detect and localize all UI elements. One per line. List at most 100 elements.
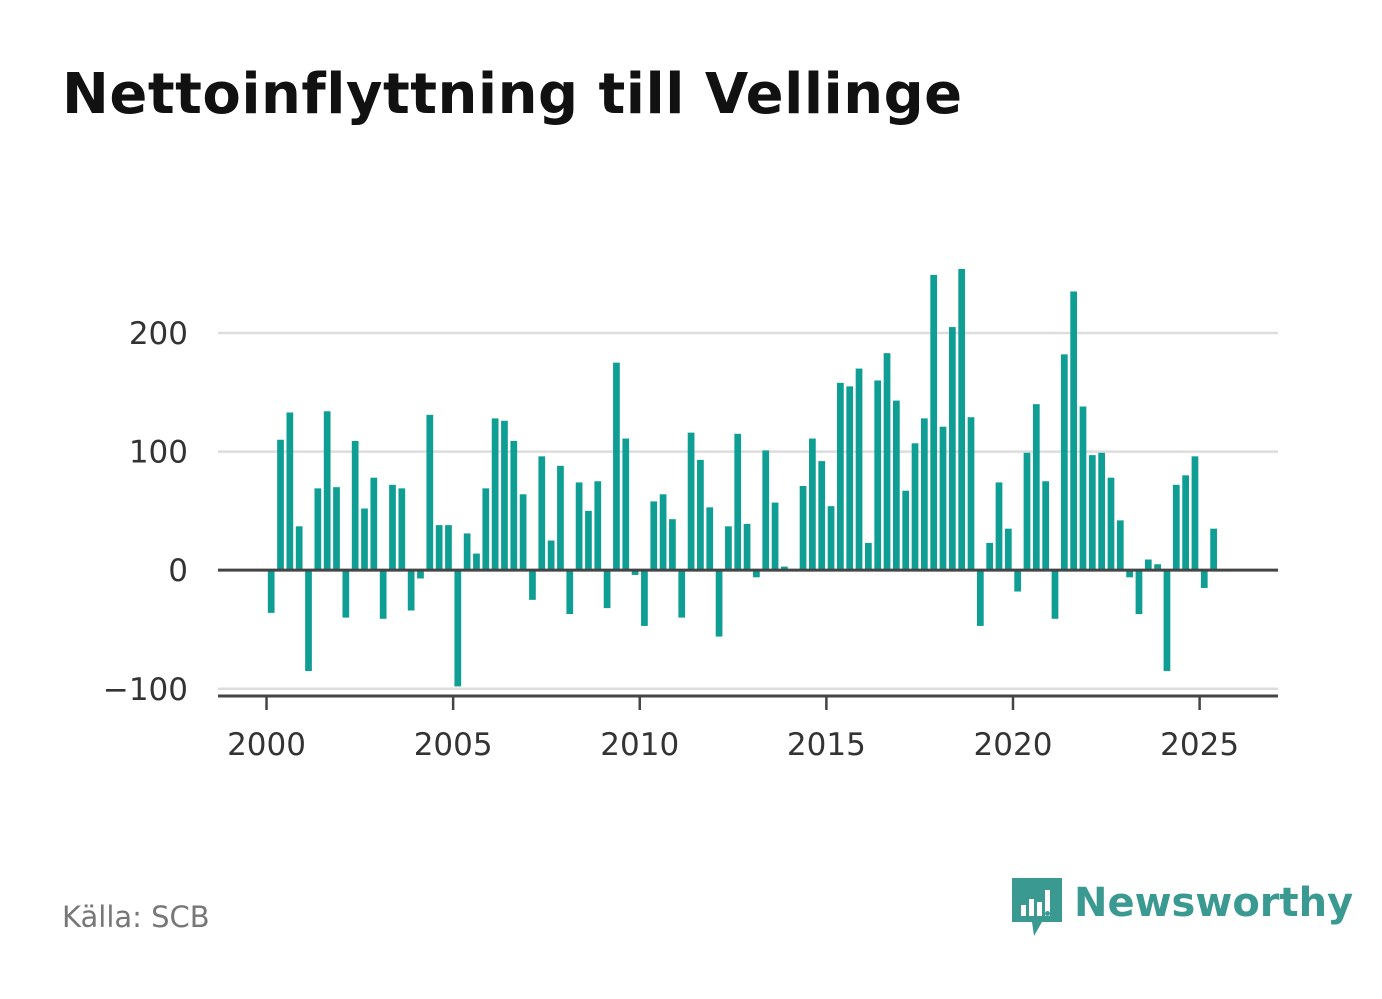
bar	[622, 438, 630, 571]
bar	[1154, 564, 1161, 571]
bar	[1126, 570, 1133, 578]
bar	[818, 461, 826, 571]
bar	[585, 510, 592, 571]
x-tick-label: 2015	[787, 727, 866, 763]
bar	[781, 566, 788, 571]
bar	[1191, 456, 1199, 571]
bar	[473, 553, 480, 571]
bar	[1079, 406, 1087, 571]
x-tick-label: 2010	[600, 727, 679, 763]
bar	[902, 490, 910, 571]
y-tick-label: −100	[103, 672, 188, 708]
bar	[1042, 481, 1050, 571]
bar	[1135, 570, 1143, 615]
bar	[1060, 354, 1068, 571]
bar	[855, 368, 863, 571]
bar	[706, 507, 714, 571]
brand-logo[interactable]: Newsworthy	[1012, 878, 1353, 940]
bar	[333, 487, 340, 571]
x-tick-label: 2005	[414, 727, 493, 763]
bar	[603, 570, 611, 609]
bar	[295, 526, 303, 571]
bar	[1098, 452, 1106, 571]
bar	[986, 542, 994, 571]
bar	[771, 502, 779, 571]
bar	[435, 525, 443, 571]
bar	[426, 414, 434, 571]
bar	[1144, 559, 1152, 571]
bar	[510, 440, 518, 571]
bar	[827, 506, 835, 571]
bar	[920, 418, 928, 571]
bar	[1200, 570, 1208, 588]
bar	[837, 382, 844, 571]
bar	[1014, 570, 1022, 592]
bar	[1182, 475, 1189, 571]
chart-title: Nettoinflyttning till Vellinge	[62, 62, 963, 127]
x-tick-label: 2020	[974, 727, 1053, 763]
bar	[650, 501, 658, 571]
brand-name: Newsworthy	[1074, 880, 1354, 926]
y-tick-label: 0	[168, 553, 188, 589]
bar	[463, 533, 471, 571]
bar	[529, 570, 536, 600]
bar	[743, 523, 751, 571]
bar	[809, 438, 816, 571]
bar	[930, 274, 938, 571]
bar	[1051, 570, 1059, 619]
bar	[454, 570, 462, 687]
bar	[883, 353, 891, 571]
bar	[678, 570, 686, 618]
bar	[305, 570, 312, 671]
bar	[1116, 520, 1124, 571]
bar	[538, 456, 546, 571]
bar	[407, 570, 415, 611]
bar	[725, 526, 732, 571]
bar	[1210, 528, 1217, 571]
bar	[1023, 452, 1031, 571]
bar	[659, 494, 667, 571]
y-axis: −100 0 100 200	[103, 316, 188, 708]
x-tick-label: 2025	[1160, 727, 1239, 763]
bar	[314, 488, 322, 571]
bar	[1107, 477, 1115, 571]
bar	[874, 380, 882, 571]
bar	[267, 570, 275, 613]
bar	[594, 481, 602, 571]
bar	[1032, 404, 1040, 571]
bar	[799, 485, 807, 571]
x-tick-label: 2000	[227, 727, 306, 763]
source-label: Källa: SCB	[62, 900, 210, 934]
y-tick-label: 100	[129, 435, 188, 471]
bar	[846, 386, 854, 571]
bar	[762, 450, 770, 571]
bar	[389, 484, 396, 571]
bar	[697, 459, 704, 571]
bar	[641, 570, 648, 626]
bar	[1088, 455, 1096, 571]
bar	[351, 440, 359, 571]
bar	[631, 570, 639, 575]
bar	[893, 400, 900, 571]
bar	[1070, 291, 1078, 571]
y-tick-label: 200	[129, 316, 188, 352]
bars	[267, 268, 1217, 687]
newsworthy-logo-icon	[1012, 878, 1062, 936]
bar	[547, 540, 555, 571]
bar	[865, 542, 872, 571]
bar	[379, 570, 387, 619]
gridlines	[218, 331, 1278, 691]
bar	[557, 465, 564, 571]
bar	[613, 362, 620, 571]
bar	[948, 327, 956, 571]
bar	[361, 508, 368, 571]
bar	[370, 477, 378, 571]
x-axis: 2000 2005 2010 2015 2020 2025	[218, 694, 1278, 763]
bar	[939, 426, 947, 571]
bar	[342, 570, 350, 618]
bar	[734, 433, 742, 571]
bar	[753, 570, 760, 578]
bar	[323, 411, 331, 571]
bar	[519, 494, 527, 571]
